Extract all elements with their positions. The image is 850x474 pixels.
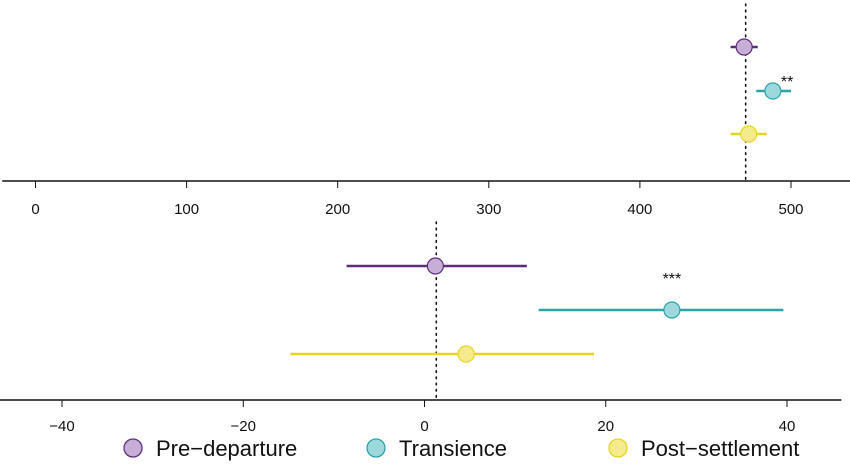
significance-marker: *** (663, 271, 682, 288)
x-tick-label: 0 (31, 201, 39, 218)
x-tick-label: 0 (420, 418, 428, 435)
estimate-point-trans (764, 82, 782, 100)
x-tick-label: 300 (476, 201, 501, 218)
x-tick-label: −40 (49, 418, 74, 435)
x-tick-label: −20 (231, 418, 256, 435)
panel-2: −40 −20 0 20 40 *** (0, 221, 842, 435)
x-tick-label: 40 (779, 418, 796, 435)
legend-label-post: Post−settlement (641, 436, 799, 461)
x-tick-label: 20 (597, 418, 614, 435)
panel-1: 0 100 200 300 400 500 ** (2, 3, 850, 218)
legend-swatch-pre (123, 438, 143, 458)
legend-swatch-trans (366, 438, 386, 458)
x-tick-label: 500 (778, 201, 803, 218)
estimate-point-post (457, 345, 475, 363)
legend-swatch-post (608, 438, 628, 458)
legend-label-pre: Pre−departure (156, 436, 297, 461)
x-tick-label: 200 (325, 201, 350, 218)
legend-label-trans: Transience (399, 436, 507, 461)
significance-marker: ** (781, 74, 793, 91)
estimate-point-post (740, 125, 758, 143)
estimate-point-pre (735, 38, 753, 56)
estimate-point-trans (663, 301, 681, 319)
estimate-point-pre (426, 257, 444, 275)
legend: Pre−departure Transience Post−settlement (123, 436, 799, 461)
x-tick-label: 100 (174, 201, 199, 218)
x-tick-label: 400 (627, 201, 652, 218)
